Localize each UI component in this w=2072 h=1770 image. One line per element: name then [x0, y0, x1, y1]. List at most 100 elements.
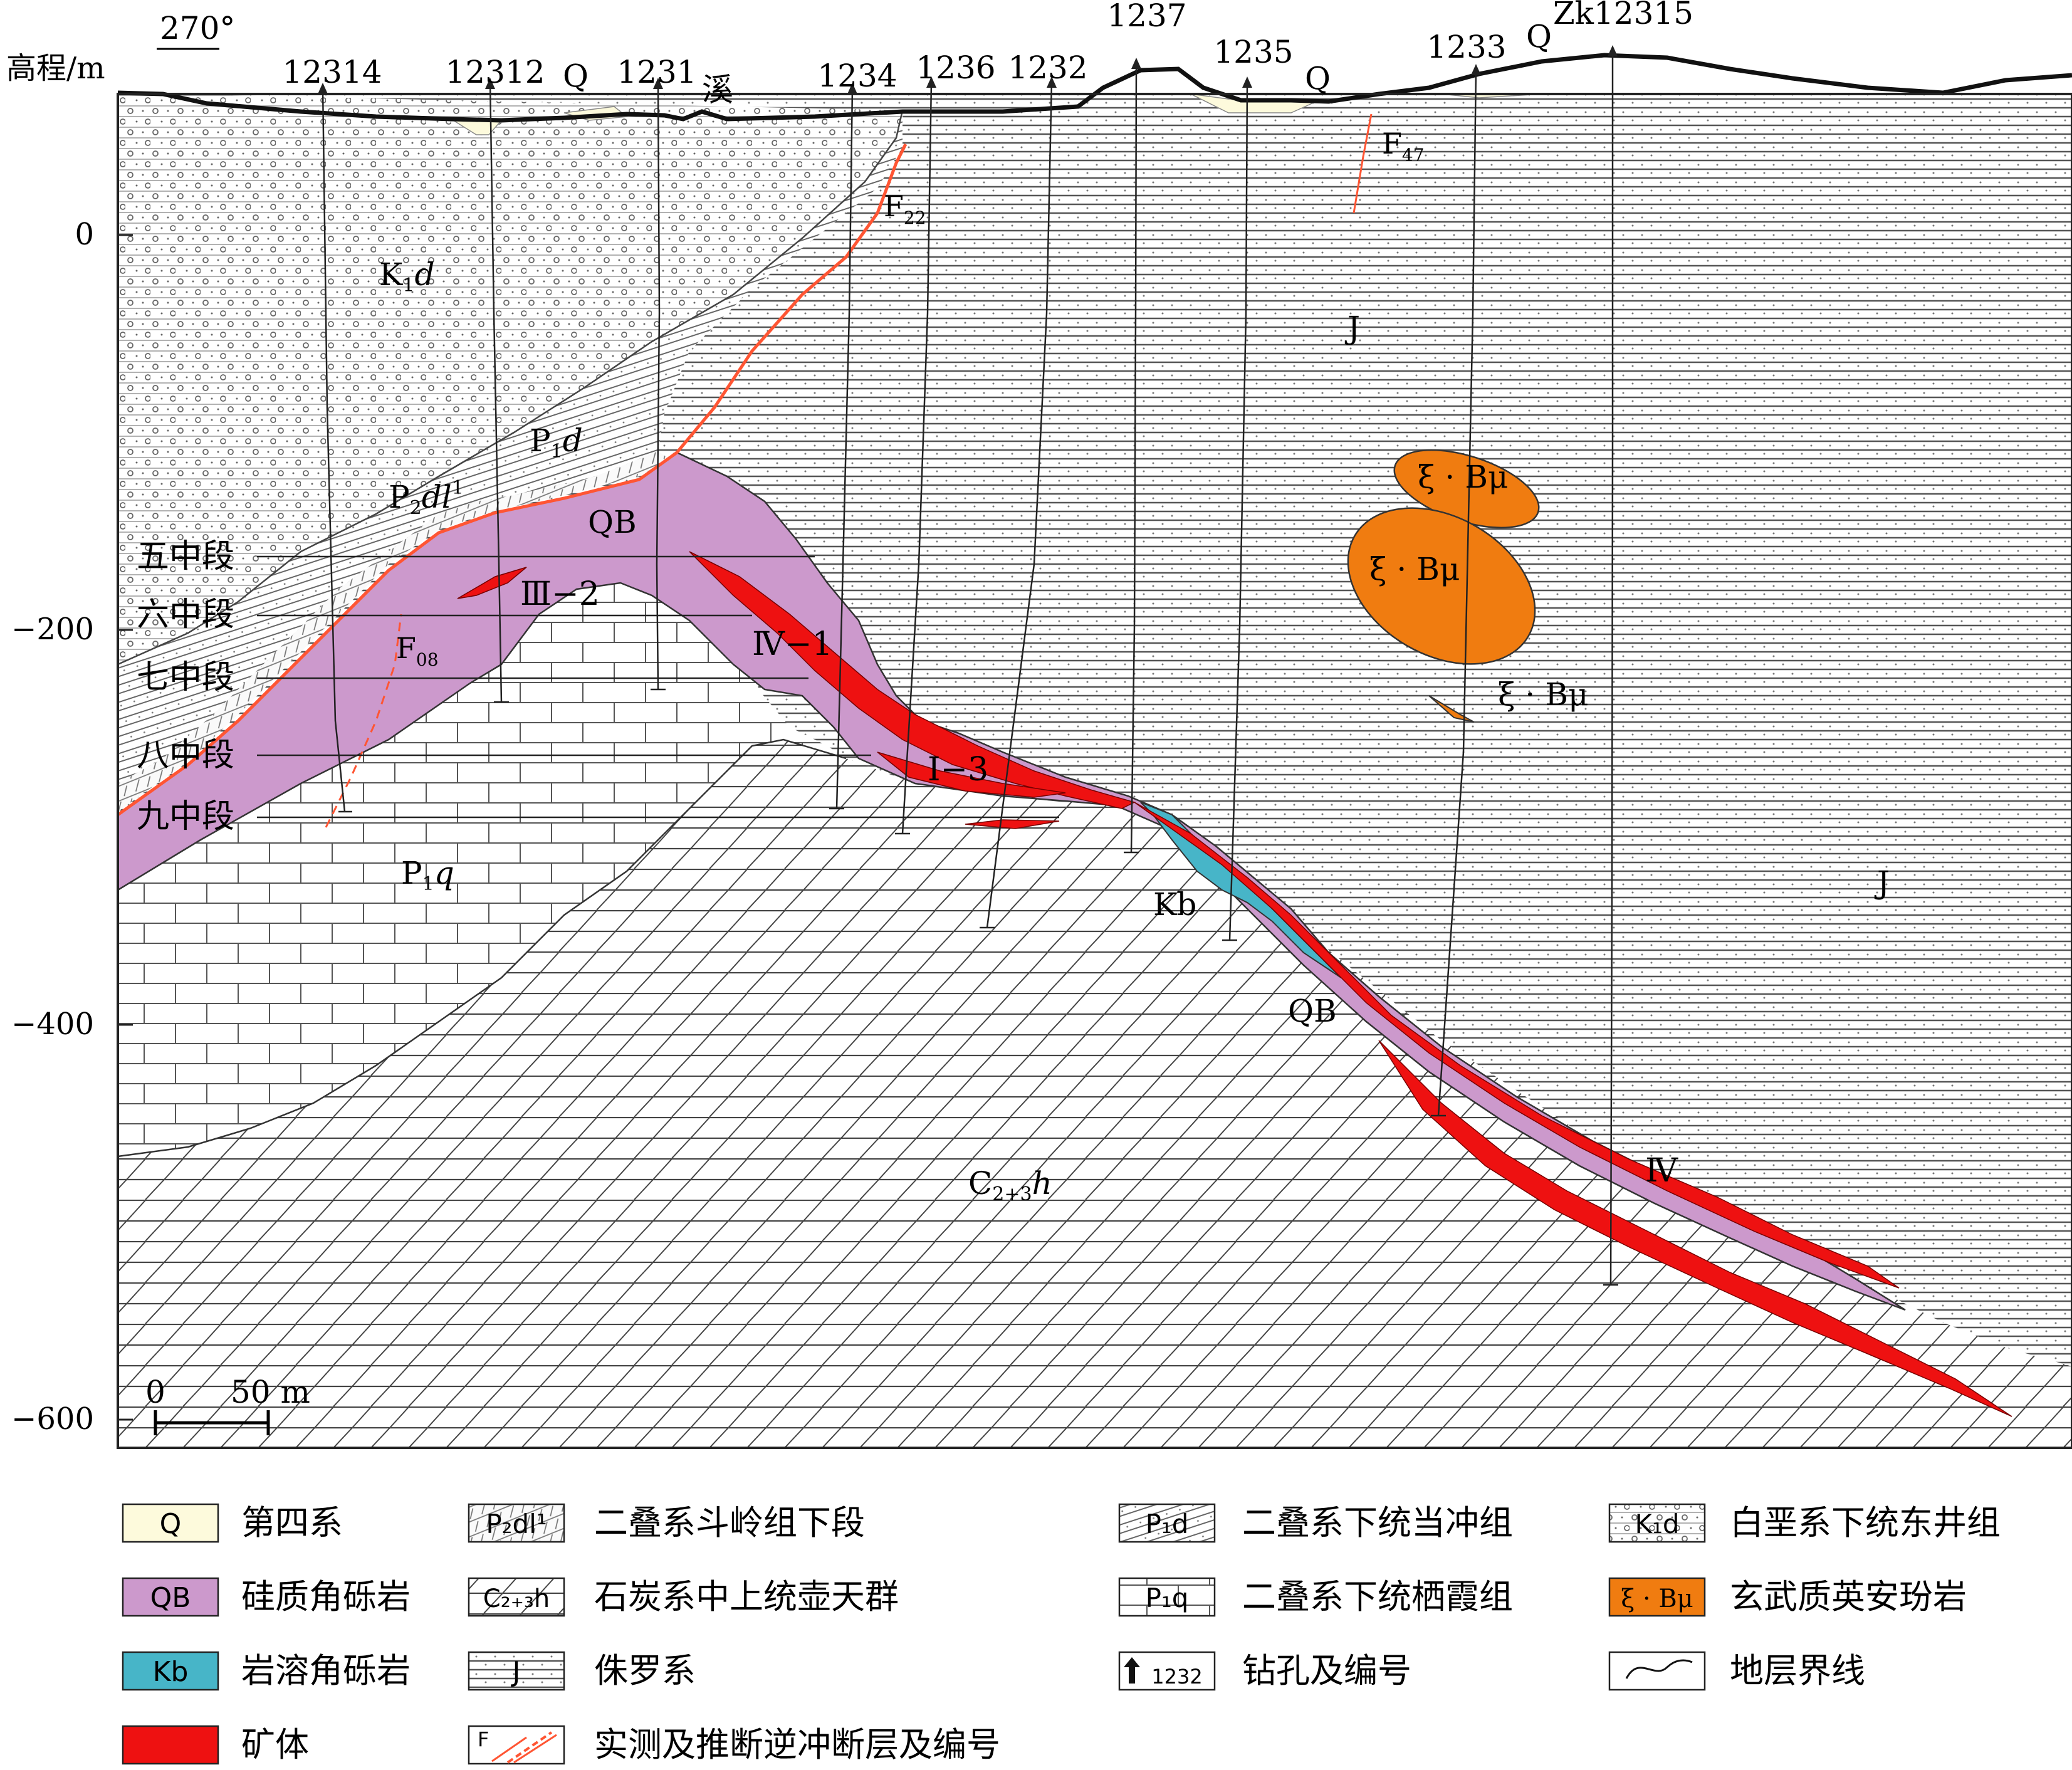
legend-swatch-text-k1d: K₁d: [1635, 1509, 1679, 1539]
drillhole-trace-1231: [656, 82, 661, 690]
drillhole-trace-1236: [901, 81, 933, 834]
drillhole-label-1235: 1235: [1213, 34, 1293, 70]
drillholes: [322, 50, 1614, 1286]
level-label-9: 九中段: [137, 798, 234, 835]
ore-label-iii-2: Ⅲ−2: [520, 575, 600, 613]
intrusion-label-1: ξ · Bμ: [1418, 459, 1508, 495]
legend-label-p1q: 二叠系下统栖霞组: [1242, 1577, 1513, 1616]
legend-swatch-qb-box: [122, 1577, 219, 1617]
scale-bar-start: 0: [145, 1374, 165, 1410]
level-label-5: 五中段: [137, 538, 234, 575]
drillhole-markers: [318, 45, 1618, 94]
unit-label-p1d: P1d: [530, 422, 583, 463]
elevation-tick-600: −600: [11, 1401, 94, 1437]
legend-swatch-c23h-box: [468, 1577, 565, 1617]
unit-label-qb-2: QB: [1288, 993, 1337, 1029]
intrusion-label-3: ξ · Bμ: [1498, 676, 1588, 713]
legend-label-kb: 岩溶角砾岩: [241, 1651, 411, 1690]
fault-label-f47: F47: [1382, 127, 1425, 165]
unit-label-c23h: C2+3h: [968, 1165, 1052, 1205]
legend-swatch-text-c23h: C₂₊₃h: [483, 1584, 550, 1613]
unit-label-kb: Kb: [1153, 886, 1196, 923]
legend-swatch-j-box: [468, 1651, 565, 1691]
legend-swatch-text-q: Q: [160, 1508, 182, 1540]
drillhole-label-1233: 1233: [1426, 29, 1506, 65]
legend-swatch-drillhole-box: [1118, 1651, 1216, 1691]
legend-boundary-icon: [1625, 1659, 1693, 1679]
legend-swatch-text-j: J: [511, 1656, 521, 1688]
unit-label-j-1: J: [1344, 310, 1360, 346]
drillhole-trace-1237: [1130, 62, 1138, 853]
level-label-8: 八中段: [137, 736, 234, 774]
legend-label-ore: 矿体: [241, 1725, 309, 1764]
intrusion-body-2: [1347, 507, 1536, 665]
legend-swatch-text-p2dl: P₂dl¹: [486, 1509, 547, 1539]
unit-label-p1q: P1q: [401, 855, 454, 895]
unit-label-q-2: Q: [1305, 60, 1331, 97]
legend-swatch-kb-box: [122, 1651, 219, 1691]
drillhole-trace-1233: [1437, 68, 1477, 1116]
legend-swatch-text-p1q: P₁q: [1146, 1583, 1189, 1613]
drillhole-marker-1233: [1471, 64, 1481, 75]
unit-p1d-fill: [118, 110, 903, 783]
drillhole-label-zk12315: Zk12315: [1553, 0, 1693, 31]
legend: Q P₂dl¹ P₁d K₁d QB C₂₊₃h P₁q ξ · Bμ Kb J…: [150, 1503, 2001, 1764]
unit-label-j-2: J: [1874, 864, 1890, 901]
drillhole-marker-12312: [485, 78, 495, 89]
ore-body-small: [965, 819, 1060, 829]
unit-label-qb-1: QB: [588, 504, 637, 540]
unit-label-q-3: Q: [1526, 18, 1552, 55]
legend-label-intrusion: 玄武质英安玢岩: [1730, 1577, 1967, 1616]
scale-bar-end: 50 m: [231, 1374, 310, 1410]
drillhole-trace-1234: [835, 87, 854, 809]
unit-k1d-fill: [118, 94, 903, 664]
legend-label-drillhole: 钻孔及编号: [1242, 1651, 1411, 1690]
legend-label-j: 侏罗系: [594, 1651, 696, 1690]
drillhole-label-1232: 1232: [1008, 50, 1087, 86]
unit-p1q-fill: [118, 583, 846, 1156]
legend-swatch-q-box: [122, 1503, 219, 1543]
unit-c23h-fill: [118, 740, 2072, 1448]
legend-swatch-p2dl-box: [468, 1503, 565, 1543]
unit-label-q-1: Q: [563, 58, 589, 94]
legend-swatch-text-drillhole: 1232: [1151, 1665, 1202, 1689]
legend-label-qb: 硅质角砾岩: [241, 1577, 411, 1616]
drillhole-trace-zk12315: [1609, 50, 1614, 1286]
creek-label: 溪: [702, 71, 733, 108]
elevation-tick-0: 0: [75, 217, 94, 252]
level-lines: [257, 555, 1059, 819]
drillhole-marker-1237: [1131, 58, 1141, 69]
elevation-axis-title: 高程/m: [6, 51, 105, 86]
labels: 270° 高程/m 0 −200 −400 −600 12314 12312 1…: [6, 0, 1890, 1437]
section-frame: [117, 93, 2072, 1449]
unit-label-p2dl: P2dl1: [389, 477, 464, 519]
level-label-6: 六中段: [137, 596, 234, 634]
legend-swatch-k1d-box: [1608, 1503, 1706, 1543]
drillhole-marker-12314: [318, 83, 328, 94]
elevation-axis: [118, 234, 133, 1421]
drillhole-trace-12314: [322, 87, 346, 812]
ore-body-iv: [1378, 1040, 2012, 1417]
legend-label-fault: 实测及推断逆冲断层及编号: [594, 1725, 1000, 1764]
drillhole-marker-1236: [926, 76, 936, 88]
legend-label-q: 第四系: [241, 1503, 343, 1542]
section-body: [118, 94, 2072, 1448]
legend-swatch-intrusion-box: [1608, 1577, 1706, 1617]
fault-label-f22: F22: [884, 189, 926, 228]
fault-label-f08: F08: [396, 631, 439, 670]
drillhole-label-12314: 12314: [282, 54, 382, 90]
drillhole-trace-1235: [1228, 81, 1248, 941]
legend-swatch-p1q-box: [1118, 1577, 1216, 1617]
elevation-tick-400: −400: [11, 1007, 94, 1042]
scale-bar: [154, 1410, 270, 1435]
drillhole-label-1234: 1234: [817, 58, 897, 94]
ore-body-main-lens: [1134, 802, 1900, 1289]
drillhole-marker-1234: [847, 83, 857, 94]
legend-swatch-text-kb: Kb: [153, 1656, 189, 1688]
ore-body-i-3: [877, 751, 1066, 798]
ore-body-iii-2: [457, 567, 527, 599]
legend-label-p2dl: 二叠系斗岭组下段: [594, 1503, 865, 1542]
drillhole-marker-1235: [1242, 76, 1252, 88]
fault-f22: [118, 143, 908, 817]
